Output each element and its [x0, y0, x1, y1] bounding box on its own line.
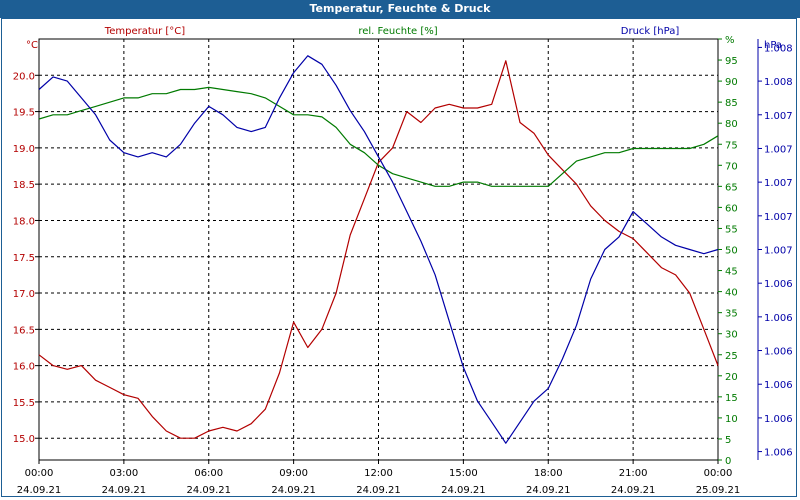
pressure-tick-label: 1.006 [764, 380, 793, 391]
humidity-tick-label: 70 [725, 161, 738, 172]
humidity-line [38, 86, 719, 187]
temperature-tick-label: 19.0 [13, 144, 35, 155]
x-tick-label-time: 03:00 [109, 468, 138, 479]
humidity-tick-label: 60 [725, 203, 738, 214]
x-tick-label-time: 21:00 [619, 468, 648, 479]
x-tick-label-date: 24.09.21 [186, 485, 231, 496]
x-tick-label-time: 00:00 [704, 468, 733, 479]
x-tick-label-date: 24.09.21 [17, 485, 62, 496]
humidity-tick-label: 30 [725, 330, 738, 341]
temperature-tick-label: 19.5 [13, 108, 35, 119]
x-tick-label-date: 24.09.21 [611, 485, 656, 496]
x-tick-label-time: 18:00 [534, 468, 563, 479]
temperature-tick-label: 20.0 [13, 71, 35, 82]
temperature-tick-label: 15.0 [13, 434, 35, 445]
temperature-tick-label: 17.0 [13, 289, 35, 300]
temperature-tick-label: 15.5 [13, 398, 35, 409]
temperature-tick-label: 18.0 [13, 216, 35, 227]
temperature-tick-label: 17.5 [13, 253, 35, 264]
humidity-tick-label: 20 [725, 372, 738, 383]
humidity-tick-label: 85 [725, 98, 738, 109]
x-tick-label-time: 00:00 [25, 468, 54, 479]
humidity-tick-label: 5 [725, 435, 731, 446]
humidity-tick-label: 65 [725, 182, 738, 193]
pressure-line [38, 55, 719, 444]
humidity-tick-label: 80 [725, 119, 738, 130]
humidity-tick-label: 15 [725, 393, 738, 404]
pressure-tick-label: 1.007 [764, 111, 793, 122]
humidity-tick-label: 50 [725, 246, 738, 257]
humidity-tick-label: 35 [725, 309, 738, 320]
temperature-tick-label: 16.5 [13, 325, 35, 336]
pressure-tick-label: 1.007 [764, 144, 793, 155]
humidity-tick-label: 90 [725, 77, 738, 88]
humidity-tick-label: 55 [725, 224, 738, 235]
pressure-tick-label: 1.007 [764, 178, 793, 189]
x-tick-label-time: 12:00 [364, 468, 393, 479]
pressure-tick-label: 1.006 [764, 313, 793, 324]
x-tick-label-time: 06:00 [194, 468, 223, 479]
chart-title: Temperatur, Feuchte & Druck [0, 0, 800, 18]
series-lines [38, 55, 719, 444]
humidity-tick-label: 75 [725, 140, 738, 151]
pressure-tick-label: 1.007 [764, 246, 793, 257]
pressure-tick-label: 1.008 [764, 77, 793, 88]
temperature-axis-label: Temperatur [°C] [104, 26, 185, 37]
pressure-tick-label: 1.006 [764, 279, 793, 290]
pressure-unit-label: hPa [764, 40, 782, 51]
pressure-tick-label: 1.007 [764, 212, 793, 223]
pressure-tick-label: 1.008 [764, 43, 793, 54]
x-tick-label-date: 24.09.21 [271, 485, 316, 496]
x-tick-label-date: 24.09.21 [441, 485, 486, 496]
temperature-unit-label: °C [26, 40, 38, 51]
pressure-tick-label: 1.006 [764, 347, 793, 358]
x-tick-label-date: 24.09.21 [526, 485, 571, 496]
humidity-tick-label: 0 [725, 456, 731, 467]
grid [35, 38, 762, 464]
temperature-tick-label: 18.5 [13, 180, 35, 191]
humidity-tick-label: 95 [725, 56, 738, 67]
humidity-tick-label: 25 [725, 351, 738, 362]
tick-labels: 00:00 24.09.21 03:00 24.09.21 06:00 24.09.21 0… [13, 35, 793, 496]
pressure-axis-label: Druck [hPa] [621, 26, 680, 37]
x-tick-label-time: 15:00 [449, 468, 478, 479]
temperature-tick-label: 16.0 [13, 362, 35, 373]
pressure-tick-label: 1.006 [764, 448, 793, 459]
humidity-tick-label: 40 [725, 288, 738, 299]
humidity-axis-label: rel. Feuchte [%] [358, 26, 437, 37]
x-tick-label-date: 24.09.21 [102, 485, 147, 496]
x-tick-label-date: 24.09.21 [356, 485, 401, 496]
x-tick-label-date: 25.09.21 [696, 485, 741, 496]
pressure-tick-label: 1.006 [764, 414, 793, 425]
humidity-tick-label: 45 [725, 267, 738, 278]
temperature-line [38, 60, 719, 439]
x-tick-label-time: 09:00 [279, 468, 308, 479]
humidity-tick-label: % [725, 35, 735, 46]
humidity-tick-label: 10 [725, 414, 738, 425]
